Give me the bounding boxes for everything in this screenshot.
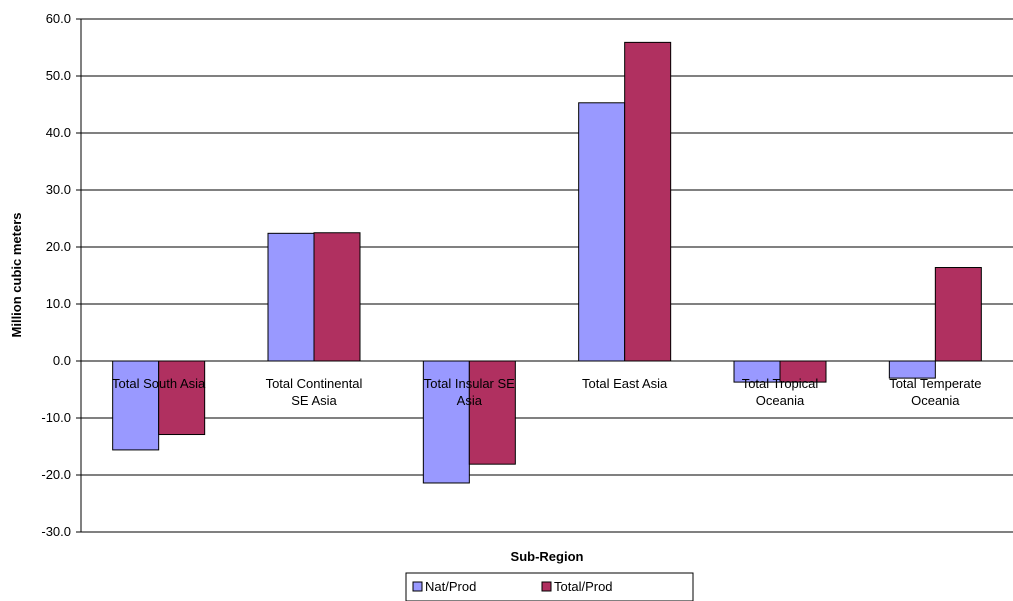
legend-label: Total/Prod: [554, 579, 613, 594]
y-tick-label: 20.0: [46, 239, 71, 254]
bar-total-prod-0: [158, 360, 206, 436]
bar-nat-prod-0: [112, 360, 160, 451]
y-tick-label: 40.0: [46, 125, 71, 140]
category-label: Total Insular SE: [424, 376, 515, 391]
category-label: Total South Asia: [112, 376, 206, 391]
y-tick-label: 30.0: [46, 182, 71, 197]
plot-area: [81, 19, 1013, 532]
bar-nat-prod-1: [267, 232, 315, 362]
y-tick-label: 0.0: [53, 353, 71, 368]
category-label: Oceania: [756, 393, 805, 408]
bar-total-prod-3: [624, 41, 672, 362]
y-axis-title: Million cubic meters: [9, 213, 24, 338]
bar-total-prod-2: [468, 360, 516, 465]
y-tick-label: 60.0: [46, 11, 71, 26]
category-label: Total Temperate: [889, 376, 981, 391]
y-tick-label: 50.0: [46, 68, 71, 83]
legend: Nat/Prod Total/Prod: [405, 572, 694, 601]
bar-total-prod-5: [934, 267, 982, 362]
legend-swatch: [412, 581, 423, 592]
y-tick-label: -30.0: [41, 524, 71, 539]
bars: [112, 41, 982, 484]
category-label: Asia: [457, 393, 483, 408]
bar-total-prod-1: [313, 232, 361, 362]
category-label: Total East Asia: [582, 376, 668, 391]
y-tick-label: -10.0: [41, 410, 71, 425]
category-label: SE Asia: [291, 393, 337, 408]
category-label: Total Tropical: [742, 376, 819, 391]
legend-label: Nat/Prod: [425, 579, 476, 594]
bar-nat-prod-3: [578, 102, 626, 362]
legend-swatch: [541, 581, 552, 592]
category-label: Total Continental: [266, 376, 363, 391]
y-tick-labels: 60.0 50.0 40.0 30.0 20.0 10.0 0.0 -10.0 -20.0 -30…: [41, 11, 71, 539]
x-axis-title: Sub-Region: [511, 549, 584, 564]
category-labels: Total South Asia Total Continental SE Asia…: [112, 376, 981, 408]
y-tick-label: 10.0: [46, 296, 71, 311]
category-label: Oceania: [911, 393, 960, 408]
y-tick-label: -20.0: [41, 467, 71, 482]
